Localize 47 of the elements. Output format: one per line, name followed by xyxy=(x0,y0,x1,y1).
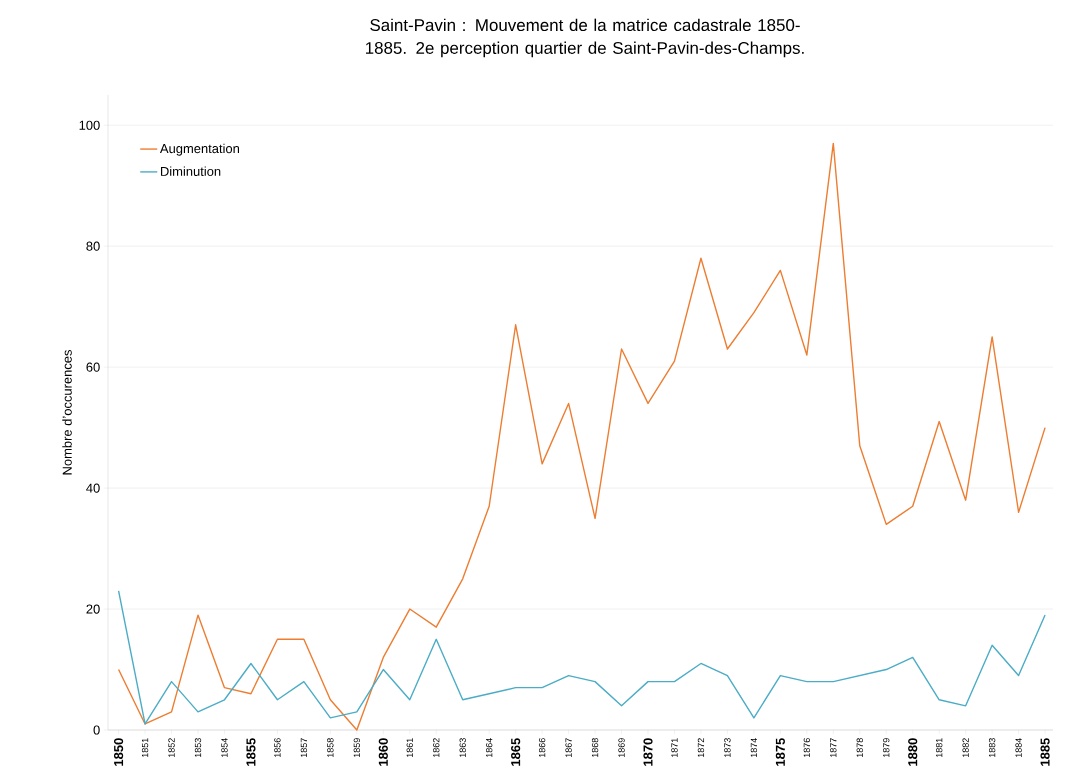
y-tick-label: 20 xyxy=(86,604,100,614)
x-tick-label: 1875 xyxy=(775,738,785,766)
x-tick-label: 1864 xyxy=(486,738,493,758)
x-tick-label: 1850 xyxy=(114,738,124,766)
y-tick-label: 100 xyxy=(79,120,100,130)
x-tick-label: 1861 xyxy=(406,738,413,758)
x-tick-label: 1884 xyxy=(1015,738,1022,758)
x-tick-label: 1854 xyxy=(221,738,228,758)
x-tick-label: 1865 xyxy=(511,738,521,766)
y-axis-title: Nombre d’occurences xyxy=(62,350,72,475)
x-tick-label: 1872 xyxy=(697,738,705,758)
x-tick-label: 1856 xyxy=(274,738,281,758)
x-tick-label: 1876 xyxy=(803,738,811,758)
legend-label: Augmentation xyxy=(159,143,239,156)
x-tick-label: 1870 xyxy=(643,738,653,766)
x-tick-label: 1857 xyxy=(300,738,308,758)
x-tick-label: 1874 xyxy=(750,738,758,758)
x-tick-label: 1879 xyxy=(883,738,890,758)
line-series xyxy=(117,142,1046,731)
x-tick-label: 1871 xyxy=(671,738,678,758)
x-tick-label: 1869 xyxy=(618,738,625,758)
x-tick-label: 1877 xyxy=(830,738,837,758)
x-tick-label: 1858 xyxy=(327,738,334,758)
x-tick-label: 1868 xyxy=(591,738,599,758)
x-tick-label: 1880 xyxy=(908,738,918,766)
x-tick-label: 1853 xyxy=(194,738,202,758)
legend-label: Diminution xyxy=(161,166,221,176)
y-tick-label: 80 xyxy=(86,241,100,251)
x-tick-label: 1883 xyxy=(988,738,996,758)
x-tick-label: 1863 xyxy=(459,738,466,758)
x-tick-label: 1859 xyxy=(353,738,361,758)
x-tick-label: 1862 xyxy=(433,738,440,758)
y-tick-label: 60 xyxy=(86,362,100,372)
x-tick-label: 1882 xyxy=(962,738,969,758)
x-tick-label: 1867 xyxy=(565,738,572,758)
x-tick-label: 1885 xyxy=(1040,738,1050,766)
x-tick-label: 1866 xyxy=(538,738,546,758)
y-tick-label: 40 xyxy=(86,483,100,493)
x-tick-label: 1881 xyxy=(936,738,943,758)
x-tick-label: 1878 xyxy=(856,738,863,758)
y-tick-label: 0 xyxy=(93,725,100,735)
x-tick-label: 1851 xyxy=(141,738,149,758)
x-tick-label: 1873 xyxy=(724,738,731,758)
chart-title: Saint-Pavin : Mouvement de la matrice cadastrale 1850-1885. 2e perception quartier de Saint-Pavin-des-Champs. xyxy=(366,18,804,58)
x-tick-label: 1855 xyxy=(246,738,256,766)
x-tick-label: 1852 xyxy=(168,738,175,758)
x-tick-label: 1860 xyxy=(378,738,388,766)
